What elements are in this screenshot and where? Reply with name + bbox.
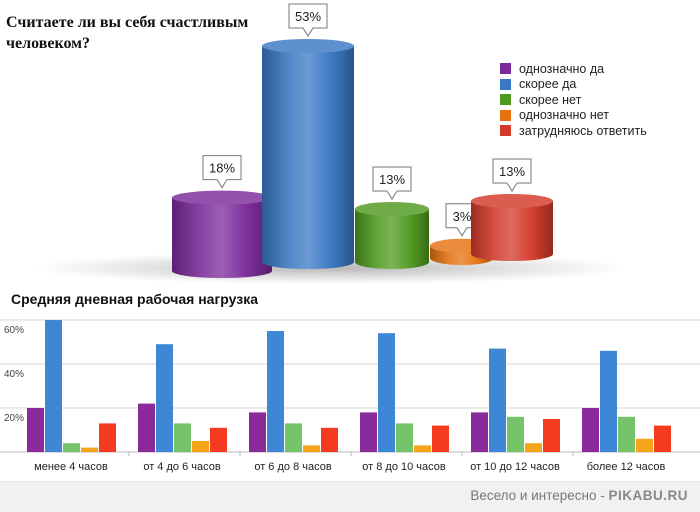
data-label-0: 18%	[209, 161, 235, 176]
legend-label-0: однозначно да	[519, 61, 605, 76]
cylinder-top-4	[471, 194, 553, 209]
legend-label-3: однозначно нет	[519, 108, 610, 123]
bar-2-3	[303, 445, 320, 452]
category-label-1: от 4 до 6 часов	[143, 461, 221, 473]
bar-5-2	[618, 416, 635, 452]
footer-brand: PIKABU.RU	[608, 488, 688, 503]
bar-5-0	[582, 408, 599, 452]
cylinder-top-0	[172, 190, 272, 205]
data-label-2: 13%	[379, 172, 405, 187]
value-callout-4	[492, 158, 532, 192]
bar-2-1	[267, 331, 284, 452]
bar-1-1	[156, 344, 173, 452]
cylinder-bar-1	[262, 46, 354, 269]
bar-5-4	[654, 425, 671, 452]
bar-0-1	[45, 320, 62, 452]
data-label-4: 13%	[499, 164, 525, 179]
data-label-1: 53%	[295, 9, 321, 24]
bar-3-3	[414, 445, 431, 452]
legend-swatch-0	[500, 63, 511, 75]
bar-0-4	[99, 423, 116, 452]
legend-swatch-1	[500, 78, 511, 90]
value-callout-2	[372, 166, 412, 200]
legend-swatch-2	[500, 94, 511, 106]
footer-bar: Весело и интересно - PIKABU.RU	[0, 481, 700, 512]
bar-0-0	[27, 408, 44, 452]
value-callout-0	[202, 155, 242, 189]
bar-5-3	[636, 438, 653, 452]
footer-text: Весело и интересно - PIKABU.RU	[470, 488, 688, 503]
legend-item-2: скорее нет	[500, 92, 647, 108]
bar-3-0	[360, 412, 377, 452]
bar-4-4	[543, 419, 560, 452]
legend-label-1: скорее да	[519, 77, 577, 92]
footer-caption: Весело и интересно -	[470, 488, 609, 503]
legend-item-3: однозначно нет	[500, 108, 647, 124]
bar-1-4	[210, 427, 227, 452]
happiness-chart: 18% 53% 13% 3% 13%	[30, 3, 630, 284]
cylinder-top-2	[355, 202, 429, 217]
workload-chart-title: Средняя дневная рабочая нагрузка	[11, 291, 259, 307]
value-callout-1	[288, 3, 328, 37]
bar-1-2	[174, 423, 191, 452]
bar-4-2	[507, 416, 524, 452]
category-label-3: от 8 до 10 часов	[362, 461, 446, 473]
legend-label-4: затрудняюсь ответить	[519, 123, 647, 138]
y-tick-label-1: 40%	[4, 369, 24, 380]
bar-3-1	[378, 333, 395, 452]
cylinder-bar-0	[172, 197, 272, 278]
legend-swatch-4	[500, 125, 511, 137]
legend-swatch-3	[500, 109, 511, 121]
y-tick-label-0: 60%	[4, 325, 24, 336]
category-label-0: менее 4 часов	[34, 461, 108, 473]
bar-3-2	[396, 423, 413, 452]
bar-2-4	[321, 427, 338, 452]
bar-4-1	[489, 348, 506, 452]
bar-2-2	[285, 423, 302, 452]
category-label-2: от 6 до 8 часов	[254, 461, 332, 473]
bar-4-0	[471, 412, 488, 452]
bar-2-0	[249, 412, 266, 452]
legend-item-4: затрудняюсь ответить	[500, 123, 647, 139]
workload-chart: 60% 40% 20% менее 4 часов от 4 до 6 часов от …	[0, 319, 700, 473]
cylinder-bar-4	[471, 201, 553, 261]
category-label-4: от 10 до 12 часов	[470, 461, 560, 473]
bar-0-2	[63, 443, 80, 452]
legend-label-2: скорее нет	[519, 92, 582, 107]
legend-item-0: однозначно да	[500, 61, 647, 77]
happiness-chart-title: Считаете ли вы себя счастливым человеком…	[6, 14, 249, 52]
bar-4-3	[525, 443, 542, 452]
data-label-3: 3%	[453, 209, 472, 224]
legend-item-1: скорее да	[500, 77, 647, 93]
happiness-legend: однозначно да скорее да скорее нет однознач…	[500, 61, 647, 139]
cylinder-top-1	[262, 39, 354, 53]
cylinder-bar-2	[355, 209, 429, 269]
bar-5-1	[600, 350, 617, 452]
y-tick-label-2: 20%	[4, 413, 24, 424]
bar-1-3	[192, 441, 209, 452]
bar-0-3	[81, 447, 98, 452]
bar-1-0	[138, 403, 155, 452]
category-label-5: более 12 часов	[587, 461, 666, 473]
bar-3-4	[432, 425, 449, 452]
